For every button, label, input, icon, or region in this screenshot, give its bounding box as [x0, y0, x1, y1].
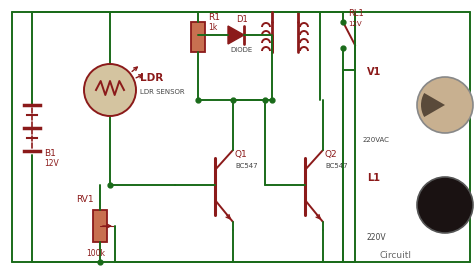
Text: LDR: LDR: [140, 73, 163, 83]
Bar: [191, 22, 205, 52]
Text: 220VAC: 220VAC: [363, 137, 390, 143]
Text: 12V: 12V: [44, 158, 59, 167]
Text: BC547: BC547: [325, 163, 347, 169]
Text: Q2: Q2: [325, 150, 337, 159]
Text: DIODE: DIODE: [231, 47, 253, 53]
Text: D1: D1: [236, 16, 248, 24]
Text: 100k: 100k: [86, 249, 105, 258]
Text: L1: L1: [367, 173, 380, 183]
Text: B1: B1: [44, 149, 56, 158]
Text: Q1: Q1: [235, 150, 248, 159]
Bar: [93, 210, 107, 242]
Text: 12V: 12V: [348, 21, 362, 27]
Circle shape: [84, 64, 136, 116]
Text: 220V: 220V: [367, 233, 387, 242]
Wedge shape: [421, 93, 445, 117]
Text: LDR SENSOR: LDR SENSOR: [140, 89, 185, 95]
Text: BC547: BC547: [235, 163, 258, 169]
Text: 1k: 1k: [208, 24, 217, 33]
Text: CircuitI: CircuitI: [380, 250, 412, 259]
Text: V1: V1: [367, 67, 381, 77]
Circle shape: [417, 77, 473, 133]
Circle shape: [417, 177, 473, 233]
Text: R1: R1: [208, 13, 220, 22]
Text: RL1: RL1: [348, 10, 364, 19]
Polygon shape: [228, 26, 244, 44]
Text: RV1: RV1: [76, 196, 94, 204]
